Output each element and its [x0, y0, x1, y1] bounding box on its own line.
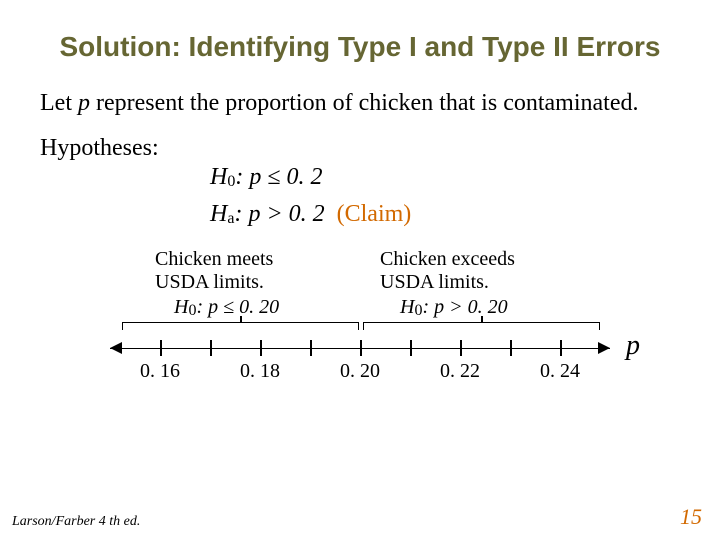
region-right-line2: USDA limits.: [380, 271, 489, 293]
axis-tick-label: 0. 18: [240, 360, 280, 383]
axis-tick-label: 0. 20: [340, 360, 380, 383]
bracket-left-icon: [122, 322, 359, 330]
claim-label: (Claim): [337, 201, 412, 227]
region-left-line2: USDA limits.: [155, 271, 264, 293]
region-right-line1: Chicken exceeds: [380, 248, 515, 270]
region-right-condition: H0: p > 0. 20: [400, 296, 508, 320]
region-right-h: H: [400, 296, 414, 318]
intro-prefix: Let: [40, 90, 78, 116]
region-right-cond: : p > 0. 20: [422, 296, 507, 318]
bracket-right-icon: [363, 322, 600, 330]
null-hypothesis: H0: p ≤ 0. 2: [40, 164, 680, 191]
axis-tick: [210, 340, 212, 356]
bracket-right-stem-icon: [481, 316, 483, 322]
bracket-left-stem-icon: [240, 316, 242, 322]
number-line-axis: 0. 160. 180. 200. 220. 24: [110, 338, 610, 378]
ha-symbol: H: [210, 201, 227, 227]
axis-tick: [560, 340, 562, 356]
intro-text: Let p represent the proportion of chicke…: [40, 89, 680, 118]
number-line-diagram: Chicken meets USDA limits. H0: p ≤ 0. 20…: [110, 248, 610, 388]
axis-tick: [460, 340, 462, 356]
region-left-h: H: [174, 296, 188, 318]
axis-tick: [360, 340, 362, 356]
axis-tick-label: 0. 16: [140, 360, 180, 383]
axis-tick: [260, 340, 262, 356]
region-left-condition: H0: p ≤ 0. 20: [174, 296, 279, 320]
axis-tick: [310, 340, 312, 356]
footer-citation: Larson/Farber 4 th ed.: [12, 514, 140, 530]
region-left-cond: : p ≤ 0. 20: [196, 296, 279, 318]
slide-title: Solution: Identifying Type I and Type II…: [40, 30, 680, 64]
axis-variable-label: p: [626, 330, 640, 362]
ha-relation: : p > 0. 2: [234, 201, 324, 227]
arrow-left-icon: [110, 342, 122, 354]
region-left-label: Chicken meets USDA limits.: [155, 248, 273, 294]
axis-tick-label: 0. 22: [440, 360, 480, 383]
intro-rest: represent the proportion of chicken that…: [90, 90, 638, 116]
arrow-right-icon: [598, 342, 610, 354]
axis-tick: [410, 340, 412, 356]
axis-tick: [160, 340, 162, 356]
hypotheses-label: Hypotheses:: [40, 135, 159, 162]
page-number: 15: [680, 504, 702, 530]
region-right-label: Chicken exceeds USDA limits.: [380, 248, 515, 294]
h0-relation: : p ≤ 0. 2: [235, 164, 322, 190]
axis-tick: [510, 340, 512, 356]
hypotheses-block: Hypotheses: H0: p ≤ 0. 2 Ha: p > 0. 2 (C…: [40, 135, 680, 228]
axis-tick-label: 0. 24: [540, 360, 580, 383]
h0-symbol: H: [210, 164, 227, 190]
intro-var: p: [78, 90, 90, 116]
alt-hypothesis: Ha: p > 0. 2 (Claim): [40, 201, 680, 228]
region-left-line1: Chicken meets: [155, 248, 273, 270]
